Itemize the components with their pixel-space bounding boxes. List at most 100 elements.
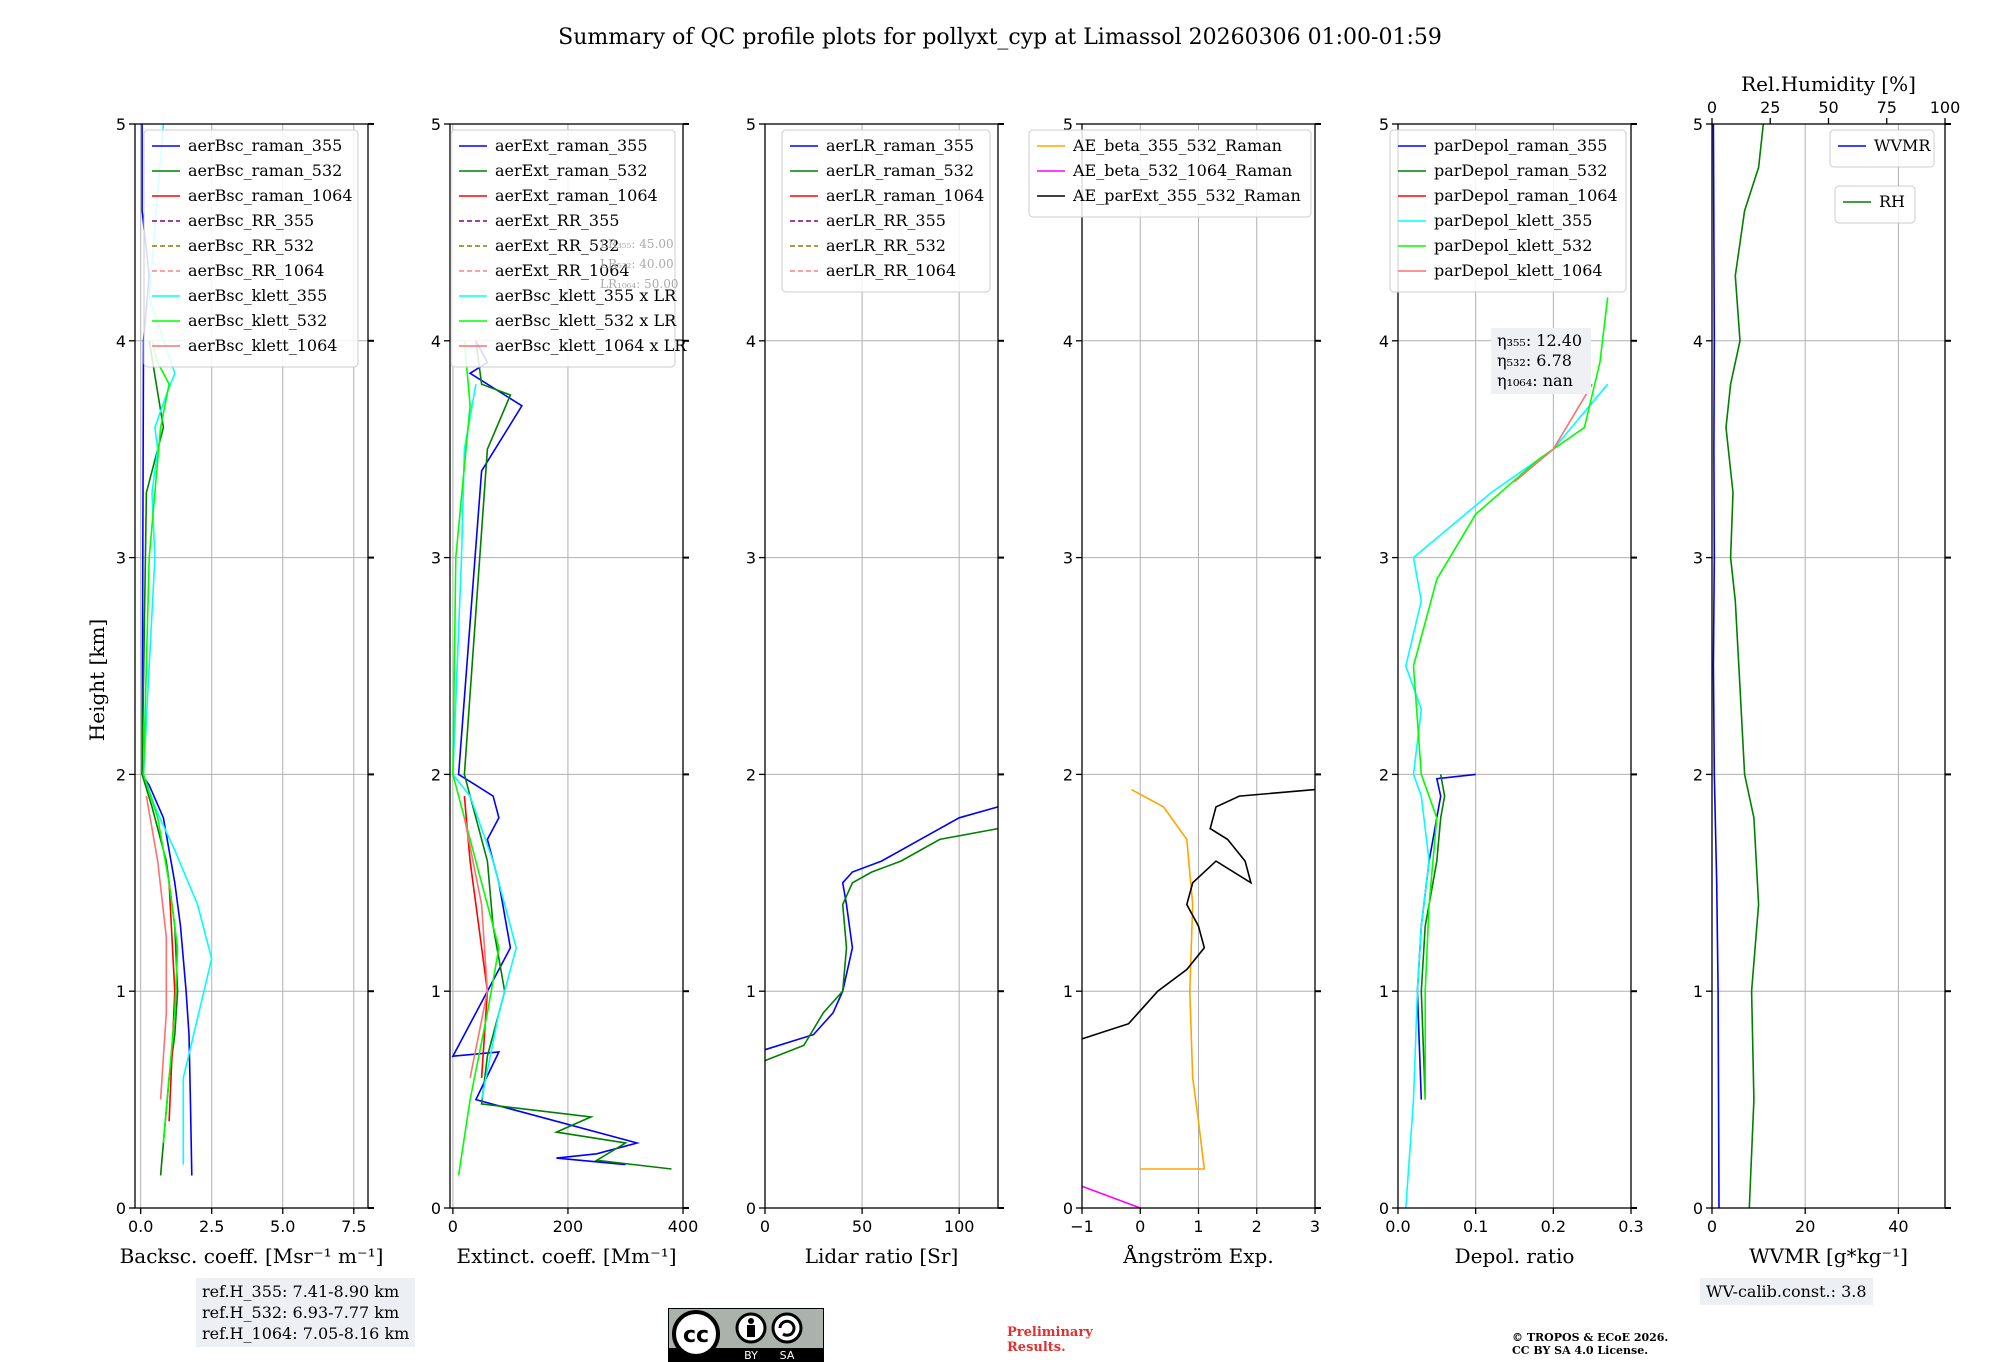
preliminary-line-1: Preliminary <box>1007 1325 1093 1340</box>
legend-label: aerBsc_klett_532 x LR <box>495 311 677 330</box>
x-tick-label: 5.0 <box>270 1217 295 1236</box>
x-tick-label: 40 <box>1888 1217 1908 1236</box>
share-alike-icon <box>771 1312 803 1344</box>
x2-axis-label: Rel.Humidity [%] <box>1741 72 1916 96</box>
legend-label: aerBsc_klett_532 <box>188 311 327 330</box>
y-tick-label: 2 <box>116 765 126 784</box>
series-lr-1 <box>764 827 999 1062</box>
y-tick-label: 4 <box>116 332 126 351</box>
axes-frame <box>134 123 369 1209</box>
ref-height-1064: ref.H_1064: 7.05-8.16 km <box>202 1324 410 1343</box>
note-label: η₃₅₅: 12.40 <box>1497 331 1582 350</box>
x-axis-label: Extinct. coeff. [Mm⁻¹] <box>456 1244 676 1268</box>
x-tick-label: 0 <box>1135 1217 1145 1236</box>
y-tick-label: 3 <box>116 549 126 568</box>
y-tick-label: 5 <box>116 115 126 134</box>
x-tick-label: 0.0 <box>128 1217 153 1236</box>
series-bsc-3 <box>142 123 213 1165</box>
legend-label: RH <box>1879 192 1905 211</box>
panel-depol: 0 1 2 3 4 5 0.0 0.1 0.2 0.3 Depol. ratio parDepol_r… <box>1379 115 1644 1268</box>
x-tick-label: 20 <box>1795 1217 1815 1236</box>
x-axis-label: Ångström Exp. <box>1122 1243 1273 1268</box>
series-depol-0 <box>1416 773 1476 1100</box>
preliminary-line-2: Results. <box>1007 1340 1066 1355</box>
note-label: LR₁₀₆₄: 50.00 <box>600 277 678 291</box>
y-tick-label: 3 <box>1379 549 1389 568</box>
axes-frame <box>449 123 684 1209</box>
note-label: η₁₀₆₄: nan <box>1497 371 1573 390</box>
y-tick-label: 1 <box>1063 982 1073 1001</box>
y-tick-label: 5 <box>431 115 441 134</box>
x-axis-label: Depol. ratio <box>1455 1244 1575 1268</box>
cc-license-badge: cc BY SA <box>668 1308 824 1362</box>
axes-frame <box>1397 123 1632 1209</box>
notes-box <box>1491 328 1591 394</box>
x-tick-label: 0.2 <box>1541 1217 1566 1236</box>
sa-label: SA <box>780 1349 795 1362</box>
legend-depol: parDepol_raman_355 parDepol_raman_532 parD… <box>1389 129 1627 293</box>
series-ae-2 <box>1081 788 1316 1040</box>
series-ext-3 <box>452 384 518 1100</box>
legend-wv: WVMR <box>1829 129 1935 168</box>
x-tick-label: 400 <box>668 1217 699 1236</box>
x-tick-label: 200 <box>553 1217 584 1236</box>
x2-tick-label: 0 <box>1707 98 1717 117</box>
y-tick-label: 5 <box>1379 115 1389 134</box>
x2-tick-label: 25 <box>1760 98 1780 117</box>
panel-bsc: 0 1 2 3 4 5 0.0 2.5 5.0 7.5 Backsc. coeff. [Msr⁻¹ … <box>116 115 384 1268</box>
legend-label: aerExt_RR_1064 <box>495 261 630 280</box>
x-tick-label: 2 <box>1252 1217 1262 1236</box>
x-axis-label: Lidar ratio [Sr] <box>805 1244 959 1268</box>
legend-label: parDepol_klett_532 <box>1434 236 1592 255</box>
copyright-note: © TROPOS & ECoE 2026. CC BY SA 4.0 Licen… <box>1512 1331 1668 1357</box>
legend-box <box>450 129 676 368</box>
legend-label: aerLR_RR_532 <box>826 236 946 255</box>
series-ext-0 <box>451 340 641 1166</box>
legend-box <box>1389 129 1627 293</box>
series-ext-5 <box>463 817 489 1079</box>
legend-label: AE_beta_355_532_Raman <box>1072 136 1282 155</box>
legend-label: aerBsc_raman_532 <box>188 161 342 180</box>
y-tick-label: 1 <box>116 982 126 1001</box>
x-tick-label: 1 <box>1193 1217 1203 1236</box>
legend-label: aerBsc_RR_355 <box>188 211 314 230</box>
series-depol-3 <box>1412 297 1609 1100</box>
y-tick-label: 0 <box>1063 1199 1073 1218</box>
ref-heights-box: ref.H_355: 7.41-8.90 km ref.H_532: 6.93-… <box>196 1278 416 1347</box>
x-tick-label: 0 <box>1707 1217 1717 1236</box>
y-tick-label: 4 <box>1379 332 1389 351</box>
legend-label: aerBsc_RR_532 <box>188 236 314 255</box>
legend-label: aerBsc_klett_355 x LR <box>495 286 677 305</box>
series-depol-1 <box>1420 774 1446 1100</box>
x-axis-label: Backsc. coeff. [Msr⁻¹ m⁻¹] <box>120 1244 384 1268</box>
legend-ext: aerExt_raman_355 aerExt_raman_532 aerExt_r… <box>450 129 687 368</box>
y-tick-label: 0 <box>1379 1199 1389 1218</box>
legend-label: aerExt_RR_355 <box>495 211 619 230</box>
x-tick-label: 100 <box>944 1217 975 1236</box>
x-tick-label: 3 <box>1310 1217 1320 1236</box>
legend-label: aerBsc_raman_1064 <box>188 186 353 205</box>
y-tick-label: 5 <box>746 115 756 134</box>
legend-label: aerBsc_RR_1064 <box>188 261 324 280</box>
y-tick-label: 4 <box>1063 332 1073 351</box>
wv-calib-box: WV-calib.const.: 3.8 <box>1700 1278 1873 1305</box>
y-tick-label: 2 <box>1063 765 1073 784</box>
series-ext-4 <box>452 340 500 1176</box>
series-depol-2 <box>1404 383 1609 1209</box>
figure-title: Summary of QC profile plots for pollyxt_… <box>558 25 1442 50</box>
cc-logo-text: cc <box>683 1323 709 1348</box>
legend-label: aerLR_raman_532 <box>826 161 974 180</box>
y-tick-label: 5 <box>1693 115 1703 134</box>
panel-ext: 0 1 2 3 4 5 0 200 400 Extinct. coeff. [Mm⁻¹] aerEx… <box>431 115 698 1268</box>
axes-frame <box>764 123 999 1209</box>
x2-tick-label: 75 <box>1877 98 1897 117</box>
copyright-line-2: CC BY SA 4.0 License. <box>1512 1344 1649 1357</box>
y-tick-label: 1 <box>746 982 756 1001</box>
note-label: LR₃₅₅: 45.00 <box>600 237 674 251</box>
legend-label: parDepol_klett_355 <box>1434 211 1592 230</box>
note-label: LR₅₃₂: 40.00 <box>600 257 674 271</box>
